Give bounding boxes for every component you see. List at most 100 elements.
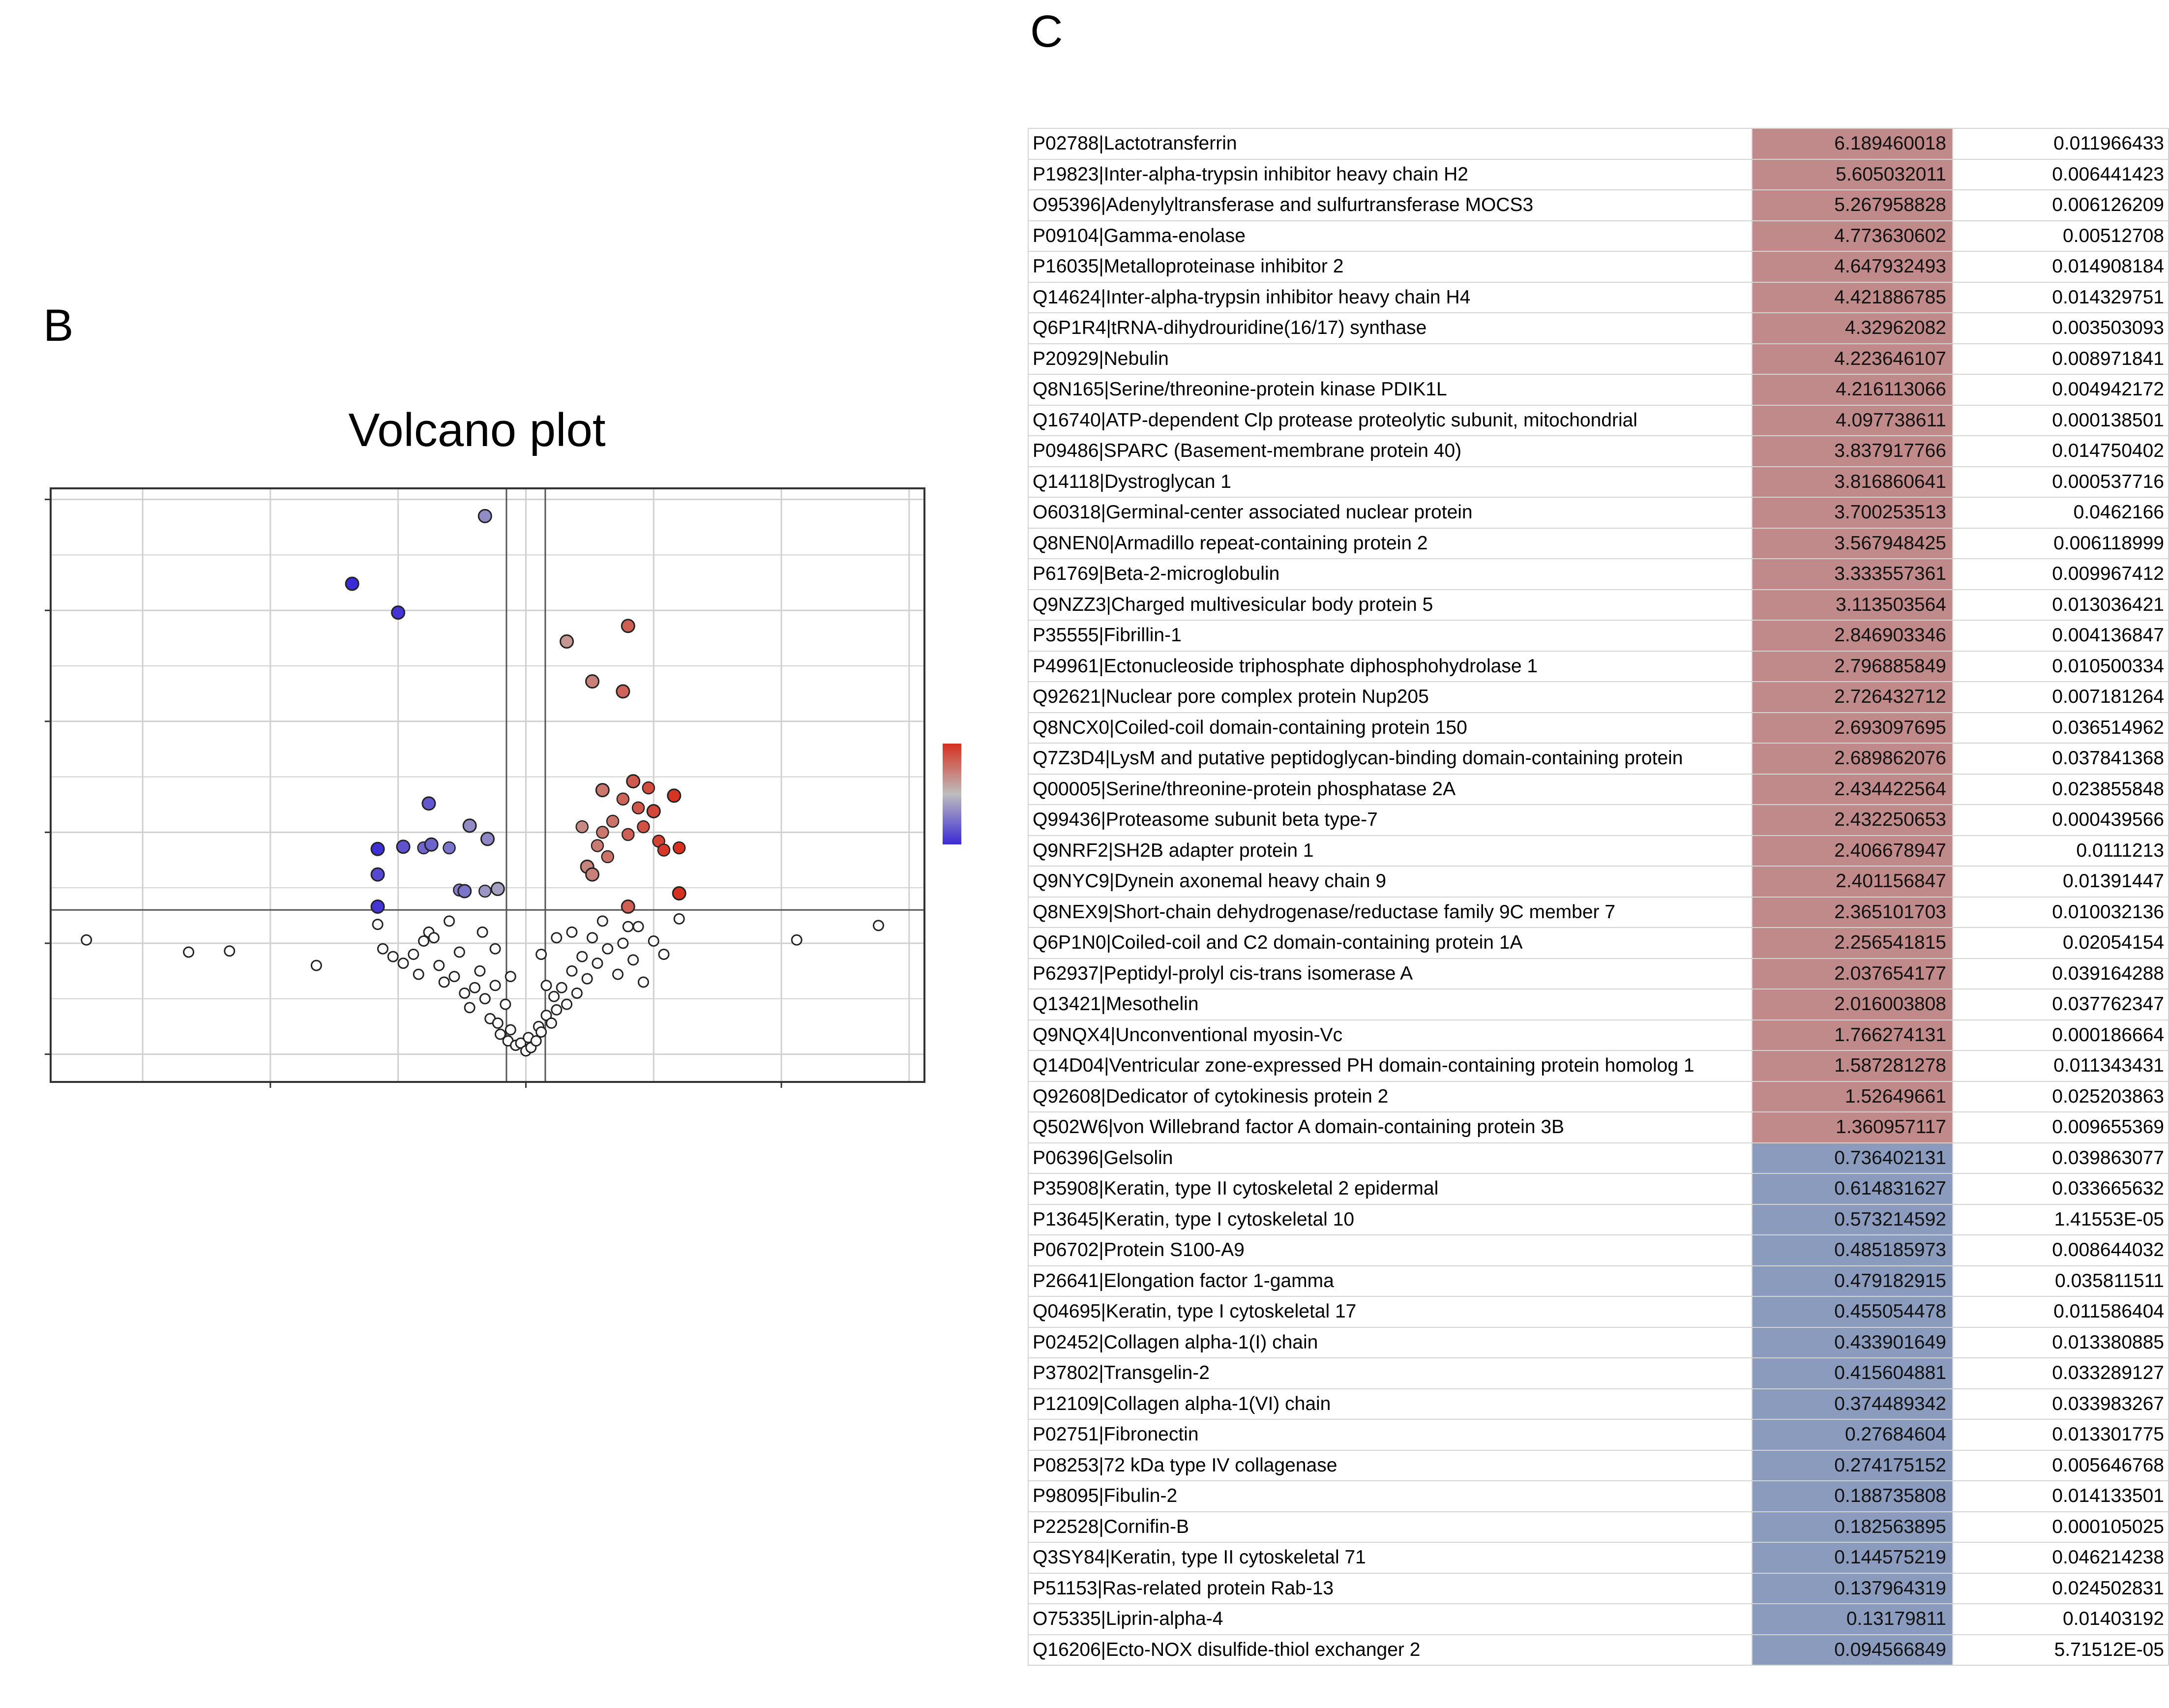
data-point-significant xyxy=(596,826,609,839)
data-point xyxy=(428,932,440,944)
fold-change-cell: 0.144575219 xyxy=(1752,1542,1953,1574)
data-point xyxy=(627,954,639,966)
protein-name-cell: Q8NCX0|Coiled-coil domain-containing pro… xyxy=(1027,712,1753,744)
fold-change-cell: 0.374489342 xyxy=(1752,1388,1953,1420)
data-point-labeled xyxy=(457,884,472,899)
protein-name-cell: P98095|Fibulin-2 xyxy=(1027,1480,1753,1512)
data-point-labeled xyxy=(621,619,635,633)
protein-name-cell: Q14624|Inter-alpha-trypsin inhibitor hea… xyxy=(1027,281,1753,313)
table-row: Q99436|Proteasome subunit beta type-7 2.4… xyxy=(1027,804,2169,836)
data-point-labeled xyxy=(621,899,635,914)
data-point-significant xyxy=(631,801,645,814)
p-value-cell: 0.014329751 xyxy=(1952,281,2169,313)
data-point xyxy=(433,959,445,971)
table-row: Q9NZZ3|Charged multivesicular body prote… xyxy=(1027,589,2169,621)
table-row: P37802|Transgelin-2 0.415604881 0.03328912… xyxy=(1027,1357,2169,1389)
data-point xyxy=(535,949,547,960)
fold-change-cell: 3.837917766 xyxy=(1752,435,1953,467)
data-point xyxy=(474,965,486,977)
protein-name-cell: P26641|Elongation factor 1-gamma xyxy=(1027,1265,1753,1297)
p-value-cell: 0.033289127 xyxy=(1952,1357,2169,1389)
p-value-cell: 0.003503093 xyxy=(1952,312,2169,344)
fold-change-cell: 2.256541815 xyxy=(1752,927,1953,959)
fold-change-cell: 0.433901649 xyxy=(1752,1326,1953,1358)
p-value-cell: 0.005646768 xyxy=(1952,1449,2169,1481)
p-value-cell: 0.014133501 xyxy=(1952,1480,2169,1512)
table-row: Q92621|Nuclear pore complex protein Nup2… xyxy=(1027,681,2169,713)
p-value-cell: 0.033665632 xyxy=(1952,1173,2169,1205)
fold-change-cell: 2.432250653 xyxy=(1752,804,1953,836)
data-point xyxy=(372,919,384,930)
table-row: Q14118|Dystroglycan 1 3.816860641 0.000537… xyxy=(1027,466,2169,498)
protein-name-cell: Q6P1R4|tRNA-dihydrouridine(16/17) syntha… xyxy=(1027,312,1753,344)
p-value-cell: 0.039863077 xyxy=(1952,1142,2169,1174)
p-value-cell: 0.007181264 xyxy=(1952,681,2169,713)
table-row: P09104|Gamma-enolase 4.773630602 0.0051270… xyxy=(1027,220,2169,252)
table-row: P26641|Elongation factor 1-gamma 0.479182… xyxy=(1027,1265,2169,1297)
table-row: Q16740|ATP-dependent Clp protease proteo… xyxy=(1027,404,2169,436)
data-point-labeled xyxy=(595,783,610,798)
table-row: P02751|Fibronectin 0.27684604 0.013301775 xyxy=(1027,1419,2169,1451)
fold-change-cell: 0.094566849 xyxy=(1752,1634,1953,1666)
data-point-significant xyxy=(637,820,650,834)
data-point xyxy=(505,971,516,983)
p-value-cell: 0.000439566 xyxy=(1952,804,2169,836)
p-value-cell: 0.010500334 xyxy=(1952,650,2169,682)
p-value-cell: 5.71512E-05 xyxy=(1952,1634,2169,1666)
table-row: P08253|72 kDa type IV collagenase 0.27417… xyxy=(1027,1449,2169,1481)
protein-name-cell: Q6P1N0|Coiled-coil and C2 domain-contain… xyxy=(1027,927,1753,959)
table-row: Q92608|Dedicator of cytokinesis protein … xyxy=(1027,1080,2169,1112)
data-point xyxy=(489,980,501,991)
data-point-labeled xyxy=(480,832,495,846)
p-value-cell: 0.006126209 xyxy=(1952,189,2169,221)
protein-name-cell: Q13421|Mesothelin xyxy=(1027,989,1753,1020)
table-row: Q9NQX4|Unconventional myosin-Vc 1.7662741… xyxy=(1027,1019,2169,1051)
data-point xyxy=(566,965,578,977)
protein-name-cell: Q14D04|Ventricular zone-expressed PH dom… xyxy=(1027,1050,1753,1082)
p-value-cell: 0.011966433 xyxy=(1952,128,2169,160)
fold-change-cell: 2.846903346 xyxy=(1752,620,1953,652)
p-value-cell: 0.037762347 xyxy=(1952,989,2169,1020)
data-point xyxy=(535,1026,547,1038)
protein-table: P02788|Lactotransferrin 6.189460018 0.0119… xyxy=(1027,128,2169,1666)
table-row: P06702|Protein S100-A9 0.485185973 0.00864… xyxy=(1027,1234,2169,1266)
data-point-significant xyxy=(642,781,655,795)
data-point-significant xyxy=(478,884,492,898)
protein-name-cell: Q16206|Ecto-NOX disulfide-thiol exchange… xyxy=(1027,1634,1753,1666)
data-point xyxy=(500,998,511,1010)
protein-name-cell: Q92608|Dedicator of cytokinesis protein … xyxy=(1027,1080,1753,1112)
protein-name-cell: Q8N165|Serine/threonine-protein kinase P… xyxy=(1027,374,1753,406)
data-point xyxy=(571,988,583,999)
table-row: Q13421|Mesothelin 2.016003808 0.037762347 xyxy=(1027,989,2169,1020)
data-point-labeled xyxy=(370,867,385,882)
data-point-labeled xyxy=(646,804,661,819)
data-point xyxy=(438,976,450,988)
data-point xyxy=(459,988,471,999)
fold-change-cell: 2.365101703 xyxy=(1752,896,1953,928)
data-point xyxy=(587,932,598,944)
p-value-cell: 0.011586404 xyxy=(1952,1296,2169,1328)
fold-change-cell: 0.13179811 xyxy=(1752,1603,1953,1635)
data-point xyxy=(540,980,552,991)
table-row: P02452|Collagen alpha-1(I) chain 0.433901… xyxy=(1027,1326,2169,1358)
data-point-labeled xyxy=(672,886,686,900)
data-point xyxy=(632,921,644,932)
protein-name-cell: Q16740|ATP-dependent Clp protease proteo… xyxy=(1027,404,1753,436)
protein-name-cell: P02452|Collagen alpha-1(I) chain xyxy=(1027,1326,1753,1358)
data-point xyxy=(545,1017,557,1029)
fold-change-cell: 0.27684604 xyxy=(1752,1419,1953,1451)
data-point xyxy=(505,1024,516,1036)
data-point-labeled xyxy=(585,867,600,882)
chart-title: Volcano plot xyxy=(348,404,606,456)
p-value-cell: 0.000105025 xyxy=(1952,1511,2169,1543)
data-point-significant xyxy=(657,843,671,857)
fold-change-cell: 3.816860641 xyxy=(1752,466,1953,498)
plot-frame xyxy=(50,487,925,1083)
data-point-significant xyxy=(616,792,630,806)
data-point-labeled xyxy=(616,684,630,699)
table-row: Q6P1N0|Coiled-coil and C2 domain-contain… xyxy=(1027,927,2169,959)
protein-name-cell: Q9NRF2|SH2B adapter protein 1 xyxy=(1027,835,1753,867)
protein-name-cell: Q502W6|von Willebrand factor A domain-co… xyxy=(1027,1111,1753,1143)
table-row: Q6P1R4|tRNA-dihydrouridine(16/17) syntha… xyxy=(1027,312,2169,344)
p-value-cell: 0.013380885 xyxy=(1952,1326,2169,1358)
